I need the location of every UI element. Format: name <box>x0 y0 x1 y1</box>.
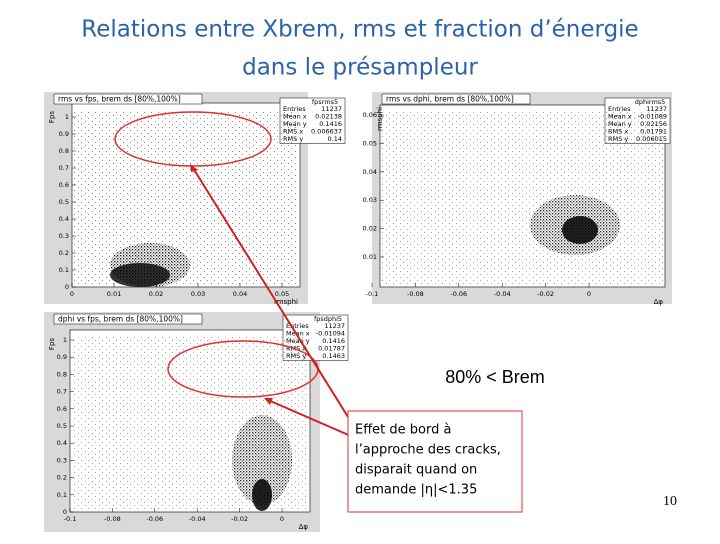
note-line: Effet de bord à <box>355 423 451 438</box>
x-tick-label: -0.02 <box>231 515 248 523</box>
stats-value: 0.14 <box>328 135 342 143</box>
x-tick-label: -0.06 <box>450 290 467 298</box>
y-tick-label: 0.8 <box>59 147 69 155</box>
y-tick-label: 0.6 <box>59 181 69 189</box>
y-axis-label: Fps <box>48 111 56 123</box>
title-line: Relations entre Xbrem, rms et fraction d… <box>81 17 638 43</box>
y-tick-label: 0.2 <box>59 249 69 257</box>
y-axis-label: Fps <box>48 338 56 350</box>
y-tick-label: 0.9 <box>57 353 67 361</box>
x-tick-label: -0.1 <box>366 290 379 298</box>
y-tick-label: 0.06 <box>363 111 377 119</box>
note-box <box>347 410 523 513</box>
stats-value: 0.1416 <box>319 120 342 128</box>
arrow <box>192 167 359 434</box>
x-axis-label: rmsphi <box>274 298 298 306</box>
plot-title: rms vs fps, brem ds [80%,100%] <box>58 95 181 104</box>
title-box <box>53 313 203 325</box>
y-tick-label: 0.7 <box>59 164 69 172</box>
stats-label: Entries <box>608 105 631 113</box>
x-tick-label: 0 <box>587 290 591 298</box>
y-axis-label: rmsphi <box>376 107 384 131</box>
x-tick-label: -0.02 <box>537 290 554 298</box>
stats-label: Entries <box>286 322 309 330</box>
title-line: dans le présampleur <box>242 55 478 81</box>
page-number: 10 <box>663 494 677 509</box>
y-tick-label: 0.8 <box>57 370 67 378</box>
y-tick-label: 0.7 <box>57 388 67 396</box>
stats-value: 11237 <box>321 105 342 113</box>
note-line: l’approche des cracks, <box>355 443 501 458</box>
y-tick-label: 0 <box>63 508 67 516</box>
x-axis-label: Δφ <box>299 523 309 531</box>
y-tick-label: 0.6 <box>57 405 67 413</box>
plot-title: dphi vs fps, brem ds [80%,100%] <box>58 315 183 324</box>
y-tick-label: 0.9 <box>59 130 69 138</box>
y-tick-label: 0.4 <box>57 439 67 447</box>
x-tick-label: 0.01 <box>107 290 121 298</box>
stats-name: fpsrms5 <box>312 98 338 106</box>
stats-value: 0.1416 <box>322 337 345 345</box>
y-tick-label: 0.1 <box>59 266 69 274</box>
x-tick-label: -0.08 <box>407 290 424 298</box>
x-tick-label: -0.04 <box>494 290 511 298</box>
y-tick-label: 0.5 <box>57 422 67 430</box>
y-tick-label: 0.01 <box>363 253 377 261</box>
x-tick-label: 0.03 <box>191 290 205 298</box>
title-box <box>381 93 531 105</box>
stats-value: -0.01094 <box>316 330 345 338</box>
y-tick-label: 0.3 <box>59 232 69 240</box>
stats-name: fpsdphi5 <box>314 315 342 323</box>
scatter-cloud <box>72 110 664 511</box>
annotation: 80% < Brem <box>445 367 545 387</box>
note-line: disparait quand on <box>355 463 477 478</box>
x-tick-label: -0.06 <box>146 515 163 523</box>
arrow <box>267 399 361 441</box>
x-tick-label: -0.08 <box>104 515 121 523</box>
y-tick-label: 0.03 <box>363 196 377 204</box>
y-tick-label: 0.05 <box>363 139 377 147</box>
stats-value: 11237 <box>324 322 345 330</box>
y-tick-label: 1 <box>63 336 67 344</box>
plot-title: rms vs dphi, brem ds [80%,100%] <box>386 95 514 104</box>
x-tick-label: 0 <box>70 290 74 298</box>
x-tick-label: -0.1 <box>64 515 77 523</box>
y-tick-label: 0.4 <box>59 215 69 223</box>
x-tick-label: -0.04 <box>189 515 206 523</box>
stats-value: 0.006637 <box>311 128 342 136</box>
x-tick-label: 0.02 <box>149 290 163 298</box>
x-tick-label: 0 <box>280 515 284 523</box>
note: Effet de bord à l’approche des cracks, dis… <box>355 423 501 498</box>
stats-value: 0.01787 <box>318 345 345 353</box>
stats-label: Entries <box>283 105 306 113</box>
y-tick-label: 0.3 <box>57 456 67 464</box>
stats-value: 0.1463 <box>322 352 345 360</box>
y-tick-label: 1 <box>65 113 69 121</box>
y-tick-label: 0 <box>65 283 69 291</box>
y-tick-label: 0.5 <box>59 198 69 206</box>
note-line: demande |η|<1.35 <box>355 483 477 498</box>
stats-value: 11237 <box>646 105 667 113</box>
arrow-head <box>264 398 273 405</box>
highlight <box>114 111 272 167</box>
stats-value: 0.02138 <box>315 113 342 121</box>
title-box <box>53 93 203 105</box>
stats-label: Mean x <box>286 330 310 338</box>
x-tick-label: 0.04 <box>233 290 247 298</box>
y-tick-label: 0.2 <box>57 474 67 482</box>
arrow-head <box>190 164 198 172</box>
y-tick-label: 0.02 <box>363 225 377 233</box>
y-tick-label: 0.04 <box>363 168 377 176</box>
y-tick-label: 0.1 <box>57 491 67 499</box>
stats-name: dphirms5 <box>635 98 666 106</box>
x-tick-label: 0.05 <box>275 290 289 298</box>
x-axis-label: Δφ <box>654 298 664 306</box>
